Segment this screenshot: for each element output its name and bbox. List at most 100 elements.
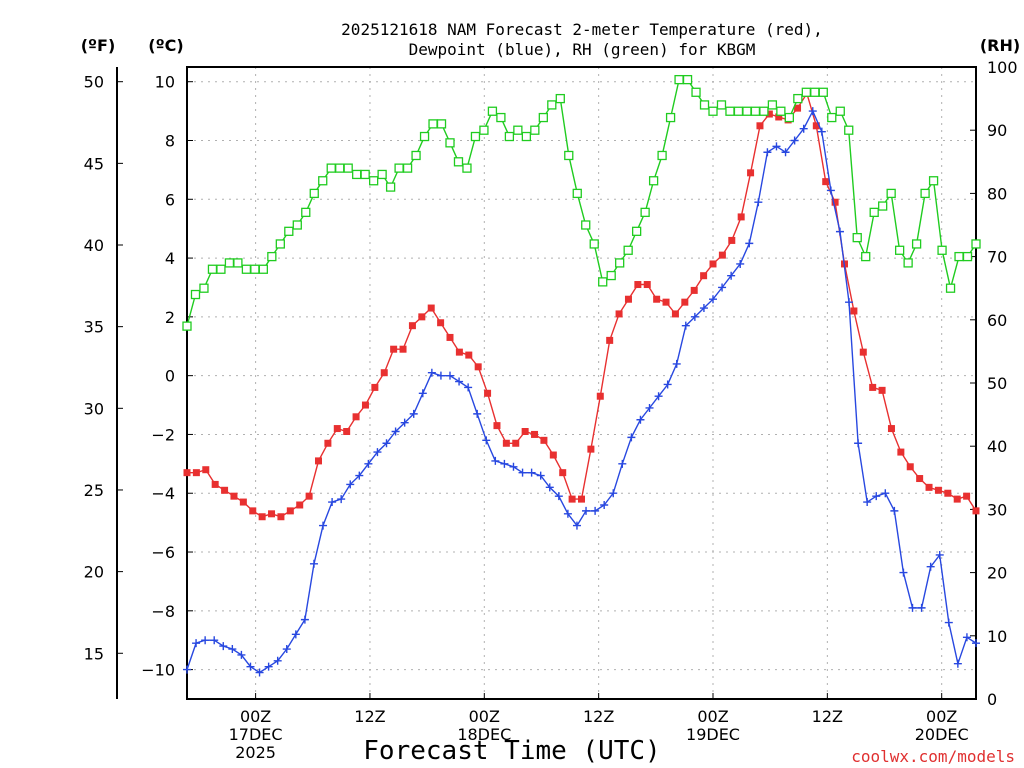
data-point-dewpoint — [609, 489, 618, 498]
data-point-rh — [954, 251, 964, 262]
data-point-rh — [818, 87, 828, 97]
data-point-dewpoint — [554, 492, 563, 501]
data-point-temperature — [192, 469, 200, 477]
data-point-temperature — [221, 486, 229, 494]
data-point-rh — [682, 74, 693, 85]
data-point-temperature — [211, 480, 219, 488]
data-point-dewpoint — [192, 639, 201, 648]
data-point-temperature — [624, 295, 632, 303]
data-point-dewpoint — [545, 483, 554, 492]
data-point-dewpoint — [364, 459, 373, 468]
data-point-rh — [216, 264, 226, 274]
data-point-dewpoint — [690, 312, 699, 321]
data-point-dewpoint — [754, 198, 763, 207]
data-point-rh — [462, 163, 472, 173]
data-point-temperature — [596, 392, 604, 400]
data-point-temperature — [427, 304, 435, 312]
data-point-temperature — [230, 492, 238, 500]
data-point-rh — [793, 93, 803, 104]
data-point-rh — [903, 258, 913, 268]
data-point-rh — [598, 277, 608, 287]
data-point-temperature — [559, 469, 567, 477]
data-point-rh — [725, 106, 735, 116]
data-series — [182, 74, 981, 677]
data-point-dewpoint — [237, 650, 246, 659]
rh-tick-label: 50 — [987, 374, 1007, 393]
data-point-rh — [767, 100, 778, 110]
x-tick-label: 17DEC — [229, 725, 283, 744]
data-point-rh — [665, 112, 676, 123]
data-point-temperature — [531, 430, 539, 438]
fahrenheit-tick-label: 35 — [84, 318, 104, 337]
data-point-dewpoint — [337, 495, 346, 504]
data-point-rh — [750, 106, 761, 116]
data-point-rh — [699, 100, 710, 110]
data-point-rh — [810, 87, 820, 97]
data-point-dewpoint — [881, 489, 890, 498]
data-point-rh — [852, 232, 862, 243]
data-point-dewpoint — [391, 427, 400, 436]
data-point-dewpoint — [699, 304, 708, 313]
data-point-rh — [547, 100, 557, 110]
data-point-temperature — [371, 383, 379, 391]
data-point-temperature — [747, 169, 755, 177]
data-point-rh — [385, 182, 396, 192]
data-point-rh — [402, 163, 413, 173]
rh-tick-label: 10 — [987, 627, 1007, 646]
data-point-rh — [318, 176, 328, 186]
data-point-rh — [538, 112, 548, 123]
data-point-dewpoint — [246, 662, 255, 671]
data-point-dewpoint — [890, 506, 899, 515]
data-point-temperature — [944, 489, 952, 497]
rh-tick-label: 80 — [987, 184, 1007, 203]
data-point-rh — [555, 93, 565, 104]
data-point-dewpoint — [491, 456, 500, 465]
data-point-rh — [581, 220, 591, 230]
data-point-dewpoint — [799, 124, 808, 133]
data-point-temperature — [859, 348, 867, 356]
data-point-temperature — [268, 510, 276, 518]
data-point-rh — [377, 169, 387, 180]
data-point-rh — [360, 169, 370, 180]
data-point-rh — [233, 258, 243, 268]
data-point-dewpoint — [790, 136, 799, 145]
data-point-rh — [945, 283, 956, 293]
data-point-rh — [886, 188, 896, 199]
rh-tick-label: 70 — [987, 248, 1007, 267]
data-point-temperature — [662, 298, 670, 306]
data-point-dewpoint — [972, 639, 980, 648]
data-point-temperature — [465, 351, 473, 359]
data-point-rh — [428, 119, 438, 129]
data-point-temperature — [615, 310, 623, 318]
source-credit[interactable]: coolwx.com/models — [851, 747, 1015, 766]
data-point-rh — [445, 138, 455, 148]
data-point-dewpoint — [563, 509, 572, 518]
data-point-rh — [733, 106, 744, 116]
tick-labels: −10−8−6−4−202468101520253035404550010203… — [84, 58, 1018, 762]
celsius-tick-label: 4 — [165, 249, 175, 268]
data-point-dewpoint — [536, 471, 545, 480]
data-point-rh — [182, 321, 192, 331]
data-point-dewpoint — [418, 389, 427, 398]
data-point-rh — [716, 100, 727, 110]
rh-tick-label: 30 — [987, 500, 1007, 519]
data-point-dewpoint — [455, 377, 464, 386]
celsius-tick-label: 8 — [165, 131, 175, 150]
data-point-rh — [776, 106, 786, 116]
chart-title-line-1: 2025121618 NAM Forecast 2-meter Temperat… — [341, 20, 823, 39]
rh-tick-label: 60 — [987, 311, 1007, 330]
data-point-temperature — [690, 286, 698, 294]
data-point-rh — [284, 226, 294, 236]
data-point-temperature — [681, 298, 689, 306]
data-point-dewpoint — [500, 459, 509, 468]
x-tick-label: 12Z — [354, 707, 385, 726]
data-point-dewpoint — [718, 283, 727, 292]
data-point-temperature — [258, 513, 266, 521]
data-point-dewpoint — [427, 368, 436, 377]
data-point-rh — [224, 258, 235, 268]
x-tick-label: 00Z — [240, 707, 271, 726]
data-point-rh — [436, 119, 447, 129]
data-point-rh — [394, 163, 404, 173]
data-point-temperature — [934, 486, 942, 494]
data-point-rh — [615, 258, 625, 268]
